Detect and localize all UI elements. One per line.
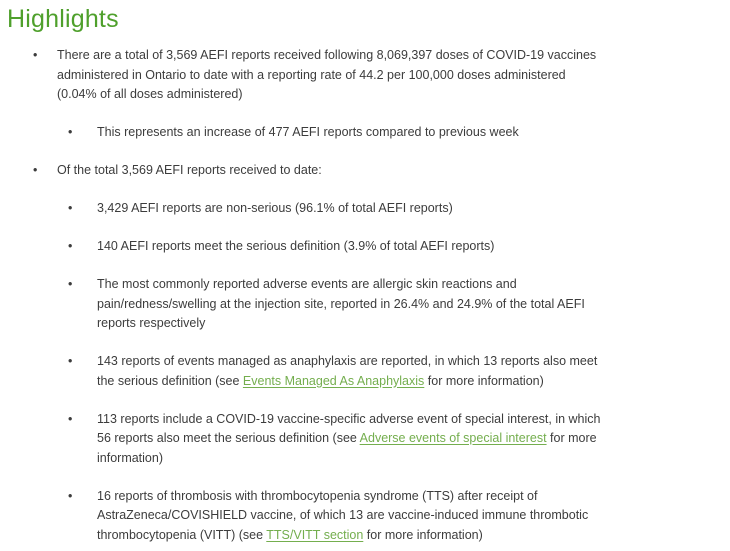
- adverse-events-of-special-interest-link[interactable]: Adverse events of special interest: [359, 431, 547, 445]
- bullet-dot: •: [68, 354, 73, 368]
- bullet-item: • The most commonly reported adverse even…: [0, 275, 730, 334]
- bullet-dot: •: [33, 48, 38, 62]
- bullet-dot: •: [68, 125, 73, 139]
- bullet-item: • Of the total 3,569 AEFI reports receive…: [0, 161, 730, 181]
- events-managed-as-anaphylaxis-link[interactable]: Events Managed As Anaphylaxis: [242, 373, 425, 388]
- highlights-list: • There are a total of 3,569 AEFI reports…: [0, 46, 730, 545]
- bullet-item: • 16 reports of thrombosis with thrombocy…: [0, 487, 730, 546]
- bullet-item: • There are a total of 3,569 AEFI reports…: [0, 46, 730, 105]
- tts-vitt-section-link[interactable]: TTS/VITT section: [266, 527, 364, 542]
- bullet-text: 113 reports include a COVID-19 vaccine-s…: [97, 411, 601, 465]
- bullet-item: • 3,429 AEFI reports are non-serious (96.…: [0, 199, 730, 219]
- bullet-item: • 140 AEFI reports meet the serious defin…: [0, 237, 730, 257]
- bullet-dot: •: [68, 488, 73, 503]
- document-page: Highlights • There are a total of 3,569 A…: [0, 3, 730, 551]
- bullet-text: 140 AEFI reports meet the serious defini…: [97, 239, 495, 253]
- bullet-text: Of the total 3,569 AEFI reports received…: [57, 163, 322, 177]
- bullet-text: 143 reports of events managed as anaphyl…: [97, 354, 598, 388]
- bullet-item: • 143 reports of events managed as anaphy…: [0, 352, 730, 391]
- bullet-item: • This represents an increase of 477 AEFI…: [0, 123, 730, 143]
- bullet-dot: •: [68, 277, 73, 291]
- page-title: Highlights: [7, 5, 119, 33]
- bullet-dot: •: [68, 201, 73, 215]
- bullet-dot: •: [33, 163, 38, 177]
- bullet-item: • 113 reports include a COVID-19 vaccine-…: [0, 410, 730, 469]
- bullet-dot: •: [68, 239, 73, 253]
- bullet-text: There are a total of 3,569 AEFI reports …: [57, 48, 597, 101]
- bullet-text: 3,429 AEFI reports are non-serious (96.1…: [97, 201, 453, 215]
- bullet-text: 16 reports of thrombosis with thrombocyt…: [97, 488, 589, 542]
- bullet-dot: •: [68, 411, 73, 426]
- bullet-text: This represents an increase of 477 AEFI …: [97, 125, 519, 139]
- bullet-text: The most commonly reported adverse event…: [97, 277, 585, 330]
